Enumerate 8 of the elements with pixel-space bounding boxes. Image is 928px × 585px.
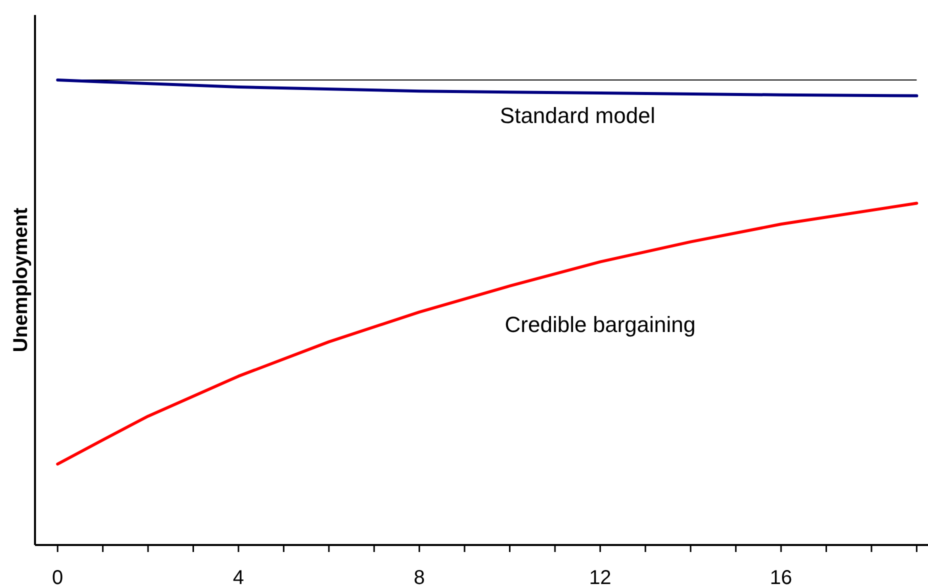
y-axis-title: Unemployment	[10, 207, 32, 352]
x-tick-label: 8	[414, 567, 425, 585]
series-label: Standard model	[500, 102, 656, 128]
x-tick-label: 0	[52, 567, 64, 585]
x-tick-label: 4	[232, 567, 244, 585]
x-tick-label: 12	[589, 567, 612, 585]
x-tick-label: 16	[770, 567, 792, 585]
series-label: Credible bargaining	[504, 312, 696, 337]
